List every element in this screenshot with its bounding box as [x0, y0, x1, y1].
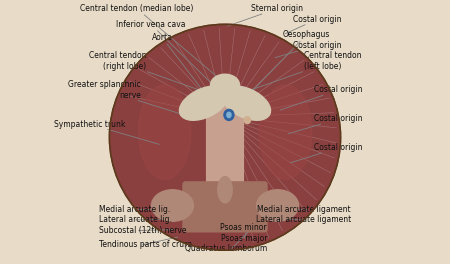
Text: Costal origin: Costal origin — [275, 41, 342, 58]
Text: Lateral arcuate lig.: Lateral arcuate lig. — [99, 215, 172, 224]
Text: Central tendon (median lobe): Central tendon (median lobe) — [80, 4, 223, 82]
Text: Psoas major: Psoas major — [220, 234, 267, 243]
Text: Central tendon
(right lobe): Central tendon (right lobe) — [89, 51, 204, 92]
Ellipse shape — [180, 86, 229, 120]
Ellipse shape — [152, 190, 194, 221]
Ellipse shape — [138, 85, 191, 179]
Text: Psoas minor: Psoas minor — [220, 223, 267, 232]
Text: Costal origin: Costal origin — [291, 143, 363, 163]
Text: Oesophagus: Oesophagus — [238, 30, 330, 106]
Ellipse shape — [211, 74, 239, 95]
Text: Medial arcuate lig.: Medial arcuate lig. — [99, 205, 170, 214]
Text: Quadratus lumborum: Quadratus lumborum — [185, 244, 267, 253]
Ellipse shape — [244, 117, 251, 124]
Text: Sympathetic trunk: Sympathetic trunk — [54, 120, 159, 144]
Ellipse shape — [224, 109, 234, 120]
FancyBboxPatch shape — [183, 182, 267, 232]
Ellipse shape — [259, 85, 312, 179]
Ellipse shape — [109, 24, 341, 250]
Text: Greater splanchnic
nerve: Greater splanchnic nerve — [68, 80, 185, 115]
Text: Central tendon
(left lobe): Central tendon (left lobe) — [246, 51, 361, 92]
Text: Aorta: Aorta — [152, 33, 213, 103]
Ellipse shape — [221, 86, 270, 120]
Text: Inferior vena cava: Inferior vena cava — [116, 20, 220, 92]
Text: Lateral arcuate ligament: Lateral arcuate ligament — [256, 215, 351, 224]
Text: Costal origin: Costal origin — [285, 15, 342, 34]
Text: Costal origin: Costal origin — [288, 114, 363, 134]
Text: Subcostal (12th) nerve: Subcostal (12th) nerve — [99, 226, 186, 235]
Ellipse shape — [218, 177, 232, 203]
Text: Costal origin: Costal origin — [280, 86, 363, 110]
Text: Tendinous parts of crura: Tendinous parts of crura — [99, 241, 192, 249]
Ellipse shape — [256, 190, 298, 221]
Text: Medial arcuate ligament: Medial arcuate ligament — [257, 205, 351, 214]
FancyBboxPatch shape — [207, 102, 243, 220]
Text: Sternal origin: Sternal origin — [228, 4, 303, 26]
Ellipse shape — [227, 112, 231, 117]
